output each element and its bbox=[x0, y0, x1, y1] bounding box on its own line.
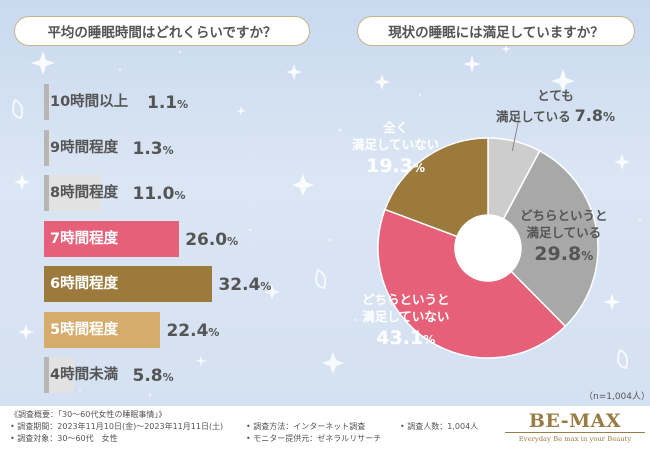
bar-category-label: 4時間未満 bbox=[50, 367, 119, 383]
survey-provider: • モニター提供元：ゼネラルリサーチ bbox=[246, 434, 382, 443]
bar-category-label: 10時間以上 bbox=[50, 94, 129, 110]
pie-slice-value: 7.8% bbox=[575, 105, 615, 127]
pie-slice-name: 全く bbox=[383, 120, 409, 135]
donut-hole bbox=[455, 215, 521, 281]
pie-slice-name: とても bbox=[537, 88, 574, 103]
bar-value-label: 26.0% bbox=[185, 221, 238, 257]
bar-value-label: 5.8% bbox=[133, 357, 174, 393]
survey-overview: 《調査概要：「30～60代女性の睡眠事情」》 bbox=[10, 410, 167, 419]
pie-slice-value: 43.1% bbox=[362, 326, 450, 352]
bar bbox=[44, 220, 180, 257]
pie-chart-title: 現状の睡眠には満足していますか？ bbox=[357, 16, 635, 46]
pie-slice-label: どちらというと 満足している 29.8% bbox=[520, 208, 608, 267]
brand-logo: BE-MAX Everyday Be max in your Beauty bbox=[505, 410, 645, 443]
pie-slice-label: とても満足している 7.8% bbox=[496, 88, 615, 126]
bar-value-number: 11.0 bbox=[132, 184, 175, 204]
pie-slice-value-number: 43.1 bbox=[376, 326, 424, 349]
bar-value-label: 32.4% bbox=[218, 266, 271, 302]
survey-period: • 調査期間：2023年11月10日(金)～2023年11月11日(土) bbox=[10, 422, 224, 431]
bar-value-unit: % bbox=[162, 143, 174, 157]
bar-value-label: 1.3% bbox=[133, 130, 174, 166]
logo-wordmark: BE-MAX bbox=[528, 410, 622, 432]
pie-slice-value-number: 19.3 bbox=[366, 154, 413, 177]
bar-value-unit: % bbox=[227, 234, 239, 248]
bar-value-unit: % bbox=[260, 280, 272, 293]
pie-slice-name: 満足している bbox=[526, 224, 602, 240]
bar-chart-title: 平均の睡眠時間はどれくらいですか？ bbox=[14, 16, 310, 46]
bar-value-label: 22.4% bbox=[166, 312, 219, 348]
bar-value-label: 1.1% bbox=[147, 84, 188, 120]
pie-slice-value-unit: % bbox=[423, 332, 436, 347]
pie-slice-name: 満足していない bbox=[362, 308, 450, 324]
bar-value-unit: % bbox=[208, 325, 220, 339]
bar bbox=[44, 357, 75, 393]
pie-slice-name: どちらというと bbox=[520, 208, 608, 223]
pie-slice-label: 全く 満足していない 19.3% bbox=[352, 120, 439, 179]
sleep-satisfaction-pie-chart bbox=[377, 115, 599, 359]
bar-category-label: 9時間程度 bbox=[50, 139, 119, 156]
pie-slice-name: どちらというと bbox=[362, 292, 450, 307]
bar-category-label: 8時間程度 bbox=[50, 185, 119, 201]
bar-category-label: 7時間程度 bbox=[50, 230, 119, 247]
bar-value-unit: % bbox=[174, 189, 186, 202]
bar-value-unit: % bbox=[162, 371, 174, 384]
footer bbox=[0, 406, 650, 450]
bar-value-number: 5.8 bbox=[132, 366, 163, 386]
bar bbox=[44, 175, 102, 211]
pie-slice-label: どちらというと 満足していない 43.1% bbox=[362, 292, 450, 351]
pie-slice-name: 満足している bbox=[496, 108, 571, 124]
bar-value-unit: % bbox=[177, 98, 189, 111]
bar bbox=[44, 129, 51, 166]
bar-value-number: 32.4 bbox=[218, 275, 261, 295]
bar bbox=[44, 84, 50, 120]
bar-value-label: 11.0% bbox=[133, 175, 186, 211]
bar-value-number: 1.3 bbox=[132, 138, 163, 159]
logo-tagline: Everyday Be max in your Beauty bbox=[505, 432, 645, 443]
pie-slice-value-number: 7.8 bbox=[574, 105, 603, 125]
pie-slice-value: 19.3% bbox=[352, 154, 439, 180]
survey-count: • 調査人数：1,004人 bbox=[400, 422, 479, 431]
pie-slice-value-number: 29.8 bbox=[534, 242, 582, 265]
survey-method: • 調査方法：インターネット調査 bbox=[246, 422, 366, 431]
bar-value-number: 1.1 bbox=[147, 93, 178, 113]
pie-slice-value-unit: % bbox=[581, 248, 594, 263]
leader-line bbox=[511, 115, 521, 152]
bar-value-number: 22.4 bbox=[166, 320, 209, 341]
sample-size-note: （n=1,004人） bbox=[584, 392, 650, 402]
pie-slice-value-unit: % bbox=[413, 160, 426, 175]
bar-category-label: 5時間程度 bbox=[50, 321, 119, 338]
bar bbox=[44, 311, 161, 348]
pie-slice-name: 満足していない bbox=[352, 136, 440, 152]
pie-slice-value-unit: % bbox=[602, 109, 616, 124]
bar-category-label: 6時間程度 bbox=[50, 276, 119, 292]
pie-slice-value: 29.8% bbox=[520, 242, 608, 268]
bar-value-number: 26.0 bbox=[185, 229, 228, 250]
survey-target: • 調査対象：30～60代 女性 bbox=[10, 434, 118, 443]
bar bbox=[44, 266, 213, 302]
